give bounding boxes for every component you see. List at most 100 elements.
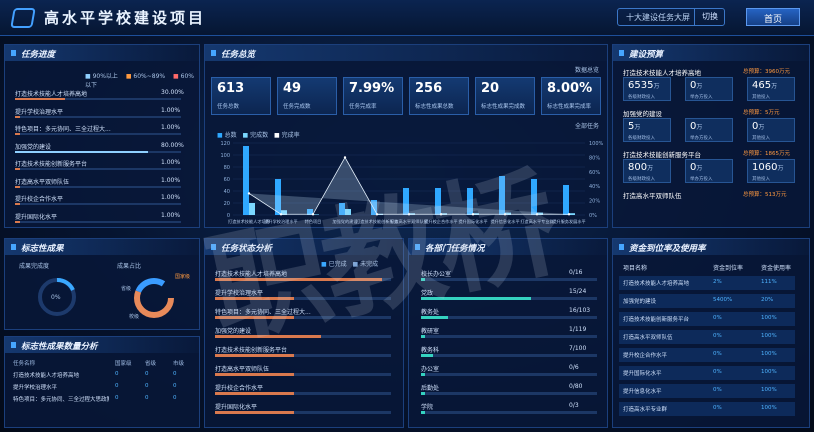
budget-group-name[interactable]: 打造技术技能人才培养高地 <box>623 69 701 77</box>
x-tick: 提升信息化水平 <box>490 218 519 225</box>
bar-done <box>569 213 575 215</box>
x-tick: 打造技术技能人才培养 <box>228 218 271 225</box>
completion-label: 成果完成度 <box>19 263 50 270</box>
rate-point <box>343 156 347 159</box>
task-progress-name[interactable]: 打造高水平双师队伍 <box>15 178 70 186</box>
home-button[interactable]: 首页 <box>746 8 800 26</box>
rate-point <box>279 213 283 216</box>
funds-cell: 打造高水平专业群 <box>623 407 668 413</box>
budget-unit: 万 <box>777 165 784 172</box>
status-item-name[interactable]: 打造技术技能人才培养高地 <box>215 271 288 278</box>
status-item-name[interactable]: 提升国际化水平 <box>215 404 258 411</box>
stats-cell: 0 <box>115 371 119 377</box>
task-progress-name[interactable]: 提升校企合作水平 <box>15 196 64 203</box>
funds-cell: 100% <box>761 369 777 375</box>
budget-label: 其他投入 <box>752 136 770 141</box>
task-progress-name[interactable]: 打造技术技能人才培养高地 <box>15 91 88 98</box>
budget-total: 总预算：513万元 <box>743 192 787 198</box>
progress-bar <box>15 150 181 153</box>
screen-select[interactable]: 十大建设任务大屏 <box>617 8 725 26</box>
budget-group-name[interactable]: 打造高水平双师队伍 <box>623 192 682 200</box>
funds-row <box>619 366 795 380</box>
status-bar <box>215 373 391 376</box>
budget-box: 5万 各级财政投入 <box>623 118 671 142</box>
budget-group-name[interactable]: 加强党的建设 <box>623 110 662 118</box>
status-bar <box>215 335 391 338</box>
status-item-name[interactable]: 提升校企合作水平 <box>215 385 264 392</box>
status-item-name[interactable]: 提升学校治理水平 <box>215 290 264 297</box>
dept-name[interactable]: 教务处 <box>421 309 440 316</box>
task-progress-name[interactable]: 特色项目：多元协同、三全过程大... <box>15 126 111 133</box>
legend-done: 完成数 <box>250 132 269 139</box>
rate-point <box>471 213 475 216</box>
dept-name[interactable]: 党政 <box>421 290 434 297</box>
status-fill <box>215 392 295 395</box>
funds-row <box>619 330 795 344</box>
progress-bar <box>15 133 181 135</box>
progress-bar <box>15 98 181 100</box>
funds-cell: 0% <box>713 315 722 321</box>
kpi-card: 256 标志性成果总数 <box>409 77 469 115</box>
budget-number: 0 <box>690 80 697 91</box>
funds-cell: 0% <box>713 405 722 411</box>
budget-value: 6535万 <box>628 80 659 91</box>
stats-cell: 特色项目：多元协同、三全过程大思政教育体系 <box>13 397 109 403</box>
dept-value: 0/16 <box>569 269 583 276</box>
budget-total: 总预算：5万元 <box>743 110 780 116</box>
dept-name[interactable]: 办公室 <box>421 366 440 373</box>
bar-total <box>435 188 441 215</box>
dept-fill <box>421 316 449 319</box>
budget-number: 0 <box>690 162 697 173</box>
dept-name[interactable]: 学院 <box>421 404 434 411</box>
rate-point <box>439 213 443 216</box>
status-item-name[interactable]: 加强党的建设 <box>215 328 252 335</box>
status-fill <box>215 278 383 281</box>
budget-label: 举办方投入 <box>690 177 713 182</box>
task-progress-value: 80.00% <box>161 141 184 149</box>
dept-name[interactable]: 后勤处 <box>421 385 440 392</box>
status-fill <box>215 354 295 357</box>
budget-group-name[interactable]: 打造技术技能创新服务平台 <box>623 151 701 159</box>
panel-title: 任务进度 <box>5 45 199 61</box>
stats-col-header: 市级 <box>173 361 185 367</box>
dept-name[interactable]: 教研室 <box>421 328 440 335</box>
status-item-name[interactable]: 特色项目：多元协同、三全过程大... <box>215 309 311 316</box>
status-item-name[interactable]: 打造技术技能创新服务平台 <box>215 347 288 354</box>
dept-name[interactable]: 教务科 <box>421 347 440 354</box>
kpi-value: 256 <box>415 81 443 96</box>
funds-col-header: 资金到位率 <box>713 265 744 272</box>
y2-tick: 0% <box>589 213 597 219</box>
dept-bar <box>421 373 597 376</box>
dept-bar <box>421 335 597 338</box>
bar-total <box>307 209 313 215</box>
budget-number: 465 <box>752 80 772 91</box>
dept-name[interactable]: 校长办公室 <box>421 271 452 278</box>
budget-total: 总预算：3960万元 <box>743 69 790 75</box>
task-progress-name[interactable]: 加强党的建设 <box>15 143 52 151</box>
bar-done <box>345 209 351 215</box>
budget-label: 各级财政投入 <box>628 177 655 182</box>
funds-cell: 100% <box>761 351 777 357</box>
task-progress-name[interactable]: 提升国际化水平 <box>15 213 58 221</box>
y-tick: 0 <box>227 213 230 219</box>
task-progress-name[interactable]: 提升学校治理水平 <box>15 108 64 116</box>
panel-title: 任务状态分析 <box>205 239 403 255</box>
x-tick: 提升学校治理水平 <box>264 218 298 225</box>
y-tick: 100 <box>220 153 230 159</box>
task-progress-name[interactable]: 打造技术技能创新服务平台 <box>15 161 88 168</box>
kpi-card: 20 标志性成果完成数 <box>475 77 535 115</box>
task-status-panel: 任务状态分析 ■ 已完成 ■ 未完成 打造技术技能人才培养高地 提升学校治理水平特… <box>204 238 404 428</box>
status-item-name[interactable]: 打造高水平双师队伍 <box>215 366 270 373</box>
funds-cell: 提升校企合作水平 <box>623 353 668 359</box>
stats-col-header: 任务名称 <box>13 361 36 367</box>
switch-button[interactable]: 切换 <box>694 8 724 26</box>
chart-filter[interactable]: 全部任务 <box>574 123 599 130</box>
rate-point <box>503 213 507 216</box>
overview-filter[interactable]: 数据总览 <box>574 67 599 74</box>
kpi-card: 8.00% 标志性成果完成率 <box>541 77 601 115</box>
task-progress-value: 1.00% <box>161 194 181 201</box>
funds-row <box>619 348 795 362</box>
bar-done <box>249 203 255 215</box>
stats-cell: 0 <box>173 395 177 401</box>
budget-box: 0万 其他投入 <box>747 118 795 142</box>
